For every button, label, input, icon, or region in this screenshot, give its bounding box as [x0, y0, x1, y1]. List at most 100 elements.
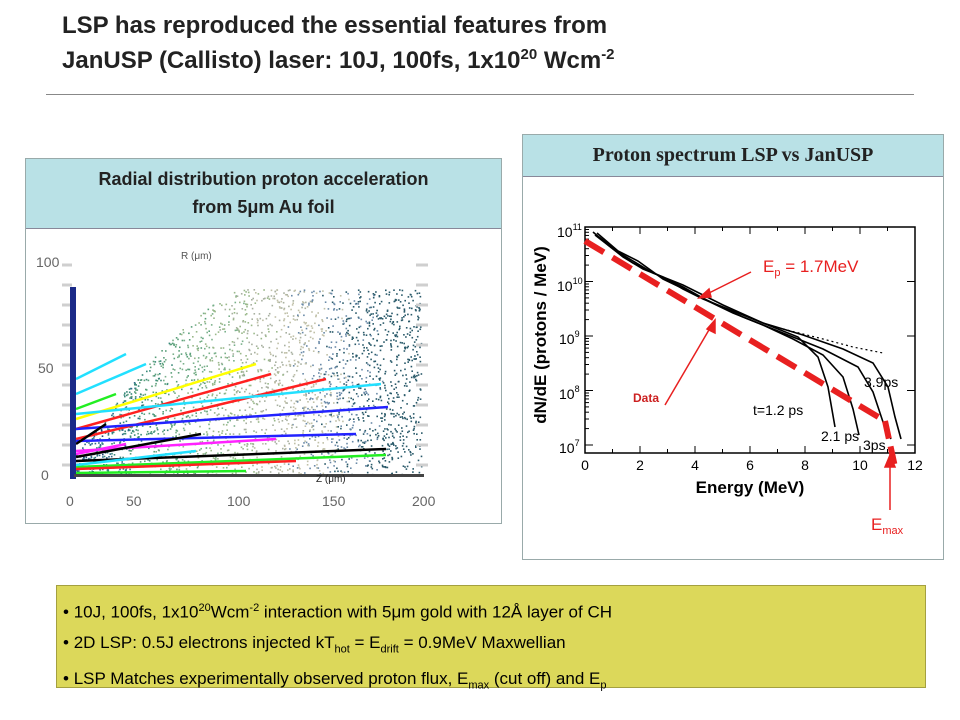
scatter-dot: [164, 472, 167, 475]
scatter-dot: [86, 441, 88, 443]
scatter-dot: [205, 447, 208, 449]
scatter-dot: [255, 472, 258, 474]
scatter-dot: [401, 317, 403, 319]
scatter-dot: [174, 392, 176, 394]
scatter-dot: [412, 453, 414, 455]
scatter-dot: [102, 468, 104, 471]
scatter-dot: [360, 439, 362, 442]
scatter-dot: [287, 295, 289, 298]
scatter-dot: [298, 466, 300, 469]
scatter-dot: [274, 381, 276, 384]
scatter-dot: [132, 448, 134, 451]
scatter-dot: [406, 333, 409, 335]
scatter-dot: [287, 469, 289, 471]
scatter-dot: [265, 428, 268, 431]
scatter-dot: [347, 329, 349, 332]
scatter-dot: [138, 415, 141, 418]
scatter-dot: [248, 295, 250, 297]
scatter-dot: [338, 308, 341, 310]
scatter-dot: [112, 412, 114, 415]
scatter-dot: [301, 306, 303, 309]
scatter-dot: [257, 421, 260, 423]
scatter-dot: [358, 387, 360, 389]
scatter-dot: [370, 306, 372, 309]
scatter-dot: [294, 407, 297, 410]
scatter-dot: [152, 413, 154, 416]
scatter-dot: [178, 350, 180, 352]
scatter-dot: [241, 332, 243, 334]
trajectory-line: [75, 382, 382, 416]
scatter-dot: [312, 364, 314, 367]
scatter-dot: [277, 382, 280, 385]
scatter-dot: [254, 302, 257, 304]
scatter-dot: [323, 334, 325, 337]
scatter-dot: [147, 433, 150, 435]
scatter-dot: [214, 333, 217, 336]
scatter-dot: [287, 415, 290, 418]
scatter-dot: [311, 299, 314, 301]
scatter-dot: [236, 452, 239, 455]
scatter-dot: [362, 417, 364, 419]
scatter-dot: [304, 420, 306, 422]
scatter-dot: [367, 327, 369, 330]
scatter-dot: [296, 318, 298, 321]
scatter-dot: [399, 432, 402, 435]
scatter-dot: [406, 418, 408, 421]
scatter-dot: [417, 396, 420, 399]
scatter-dot: [296, 401, 299, 403]
scatter-dot: [401, 445, 404, 447]
scatter-dot: [152, 360, 155, 363]
scatter-dot: [124, 469, 127, 471]
scatter-dot: [209, 447, 211, 449]
scatter-dot: [411, 370, 413, 372]
scatter-dot: [129, 397, 131, 399]
scatter-dot: [290, 336, 292, 338]
scatter-dot: [253, 332, 255, 335]
scatter-dot: [368, 353, 370, 355]
scatter-dot: [130, 432, 133, 434]
scatter-dot: [169, 428, 172, 430]
scatter-dot: [294, 363, 296, 365]
scatter-dot: [193, 379, 196, 381]
scatter-dot: [365, 310, 368, 312]
scatter-dot: [208, 381, 211, 383]
scatter-dot: [280, 307, 283, 309]
scatter-dot: [408, 449, 410, 451]
scatter-dot: [344, 448, 347, 450]
scatter-dot: [388, 397, 390, 400]
scatter-dot: [262, 417, 264, 420]
scatter-dot: [251, 307, 254, 310]
scatter-dot: [413, 341, 416, 343]
scatter-dot: [250, 414, 252, 416]
scatter-dot: [245, 291, 247, 293]
scatter-dot: [248, 467, 250, 470]
scatter-dot: [218, 364, 220, 366]
scatter-dot: [337, 470, 339, 473]
scatter-dot: [175, 380, 178, 383]
scatter-dot: [348, 391, 351, 394]
scatter-dot: [124, 400, 127, 402]
left-y-tick-100: 100: [36, 254, 60, 270]
scatter-dot: [391, 457, 394, 460]
scatter-dot: [130, 450, 133, 452]
scatter-dot: [138, 436, 140, 438]
scatter-dot: [336, 414, 338, 416]
scatter-dot: [389, 360, 392, 362]
scatter-dot: [139, 382, 141, 384]
scatter-dot: [224, 308, 227, 311]
scatter-dot: [172, 436, 174, 438]
scatter-dot: [84, 443, 86, 446]
scatter-dot: [243, 289, 246, 292]
scatter-dot: [270, 353, 272, 356]
scatter-dot: [228, 315, 230, 317]
scatter-dot: [274, 364, 276, 367]
scatter-dot: [227, 421, 229, 424]
scatter-dot: [365, 465, 367, 467]
scatter-dot: [265, 317, 268, 320]
scatter-dot: [364, 429, 367, 432]
scatter-dot: [413, 432, 415, 435]
scatter-dot: [233, 312, 236, 314]
x-tick-2: 2: [636, 457, 644, 473]
scatter-dot: [189, 353, 191, 356]
scatter-dot: [274, 465, 276, 468]
